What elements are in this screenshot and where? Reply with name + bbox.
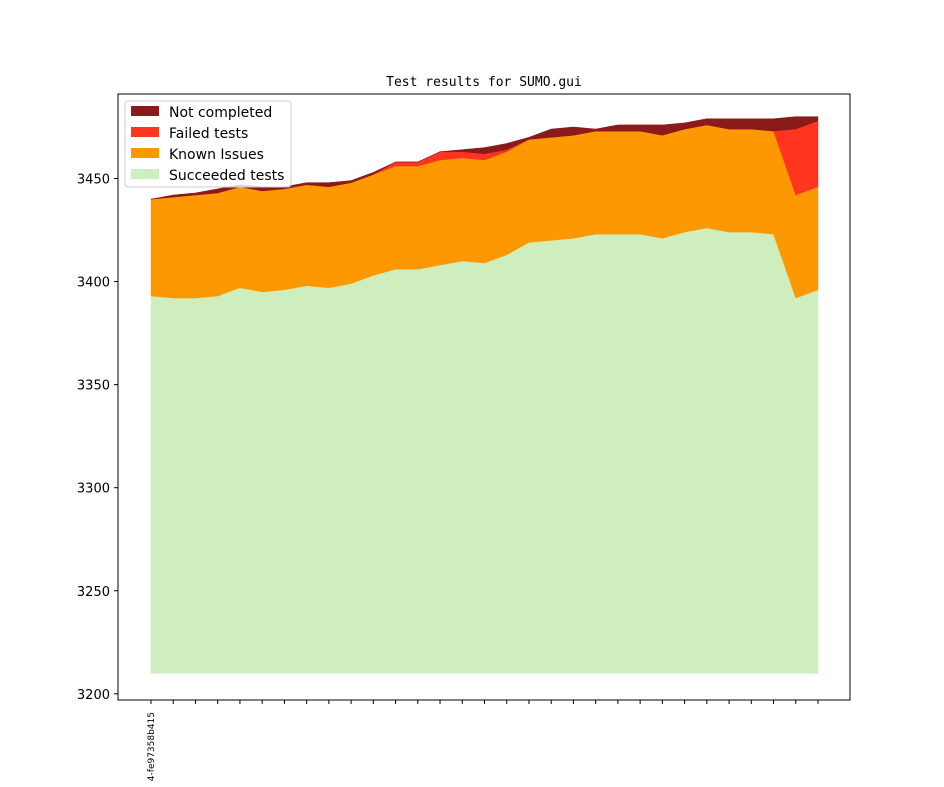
legend-box <box>124 100 292 188</box>
y-tick-label: 3250 <box>77 585 110 600</box>
y-tick-label: 3400 <box>77 276 110 291</box>
legend-label: Succeeded tests <box>169 168 284 184</box>
x-tick-label: 4-fe97358b415 <box>147 712 157 781</box>
legend-label: Known Issues <box>169 147 264 163</box>
chart-title: Test results for SUMO.gui <box>386 75 582 90</box>
y-tick-label: 3450 <box>77 173 110 188</box>
legend-label: Not completed <box>169 105 272 121</box>
area-succeeded-tests <box>150 227 819 674</box>
y-tick-label: 3300 <box>77 482 110 497</box>
legend-swatch <box>131 169 159 179</box>
legend-swatch <box>131 106 159 116</box>
y-tick-label: 3350 <box>77 379 110 394</box>
y-axis: 3200 3250 3300 3350 3400 3450 <box>77 173 118 703</box>
area-layers <box>150 116 819 674</box>
legend-swatch <box>131 148 159 158</box>
legend-swatch <box>131 127 159 137</box>
area-not-completed <box>150 116 819 200</box>
legend: Not completed Failed tests Known Issues Suc… <box>124 100 292 188</box>
y-tick-label: 3200 <box>77 688 110 703</box>
legend-label: Failed tests <box>169 126 248 142</box>
x-axis: 4-fe97358b415 <box>147 700 819 781</box>
